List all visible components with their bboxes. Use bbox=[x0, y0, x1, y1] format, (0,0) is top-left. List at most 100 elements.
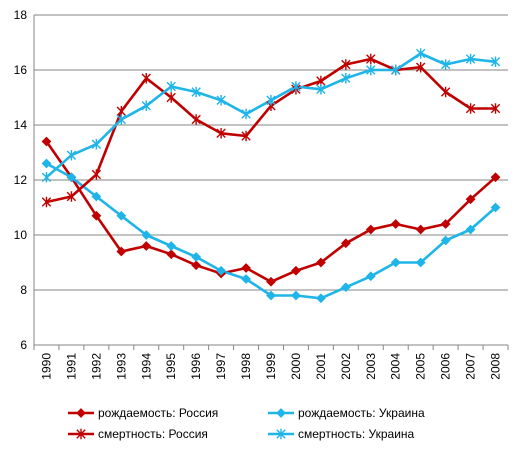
legend-item-1: рождаемость: Россия bbox=[68, 406, 218, 420]
x-tick-label: 2004 bbox=[389, 353, 403, 380]
data-point-series-3 bbox=[440, 86, 451, 98]
x-tick-label: 2002 bbox=[339, 353, 353, 380]
legend-item-2: рождаемость: Украина bbox=[268, 406, 425, 420]
data-point-series-2 bbox=[91, 191, 102, 202]
legend: рождаемость: Россия рождаемость: Украина с… bbox=[68, 406, 425, 441]
x-tick-label: 1994 bbox=[139, 353, 153, 380]
series-markers bbox=[41, 48, 501, 304]
x-tick-label: 2007 bbox=[464, 353, 478, 380]
grid-lines bbox=[34, 14, 508, 346]
data-point-series-1 bbox=[415, 224, 426, 235]
data-point-series-1 bbox=[291, 265, 301, 276]
y-tick-label: 8 bbox=[20, 283, 27, 297]
data-point-series-1 bbox=[241, 263, 251, 273]
data-point-series-4 bbox=[391, 64, 401, 76]
data-point-series-3 bbox=[91, 169, 102, 180]
data-point-series-1 bbox=[166, 249, 177, 260]
data-point-series-1 bbox=[266, 276, 276, 287]
y-axis-tick-labels: 6 8 10 12 14 16 18 bbox=[14, 8, 28, 352]
data-point-series-4 bbox=[490, 56, 501, 67]
data-point-series-4 bbox=[166, 81, 176, 92]
series-line-4 bbox=[45, 52, 496, 179]
data-point-series-4 bbox=[191, 86, 201, 98]
data-point-series-4 bbox=[465, 53, 476, 65]
y-tick-label: 10 bbox=[14, 228, 28, 242]
x-tick-label: 1999 bbox=[264, 353, 278, 380]
legend-marker bbox=[76, 408, 86, 418]
data-point-series-4 bbox=[241, 108, 251, 120]
y-tick-label: 16 bbox=[14, 63, 28, 77]
data-point-series-2 bbox=[415, 257, 426, 268]
data-point-series-1 bbox=[390, 219, 401, 229]
data-point-series-3 bbox=[241, 130, 251, 142]
axes bbox=[33, 15, 509, 350]
series-lines bbox=[45, 52, 497, 300]
legend-marker bbox=[76, 428, 86, 440]
data-point-series-2 bbox=[340, 282, 351, 293]
legend-label: рождаемость: Россия bbox=[98, 406, 218, 420]
data-point-series-3 bbox=[341, 59, 351, 70]
data-point-series-4 bbox=[116, 114, 127, 125]
data-point-series-2 bbox=[266, 290, 276, 301]
x-tick-label: 1993 bbox=[114, 353, 128, 380]
data-point-series-3 bbox=[366, 53, 376, 65]
data-point-series-1 bbox=[141, 241, 152, 251]
data-point-series-1 bbox=[91, 210, 102, 221]
data-point-series-3 bbox=[415, 62, 426, 73]
data-point-series-2 bbox=[191, 252, 202, 262]
data-point-series-2 bbox=[216, 265, 227, 276]
legend-item-3: смертность: Россия bbox=[68, 427, 208, 441]
x-tick-label: 2005 bbox=[414, 353, 428, 380]
data-point-series-3 bbox=[216, 128, 226, 139]
x-tick-label: 2008 bbox=[489, 353, 503, 380]
data-point-series-1 bbox=[191, 260, 202, 271]
data-point-series-1 bbox=[340, 238, 351, 249]
data-point-series-4 bbox=[216, 95, 226, 106]
data-point-series-1 bbox=[365, 224, 376, 235]
data-point-series-2 bbox=[241, 274, 251, 284]
legend-label: смертность: Россия bbox=[98, 427, 208, 441]
data-point-series-4 bbox=[141, 100, 151, 111]
data-point-series-4 bbox=[440, 59, 451, 70]
x-tick-label: 2006 bbox=[439, 353, 453, 380]
legend-marker bbox=[276, 408, 286, 418]
data-point-series-1 bbox=[116, 246, 127, 257]
data-point-series-4 bbox=[341, 73, 351, 84]
data-point-series-4 bbox=[366, 64, 376, 76]
data-point-series-4 bbox=[66, 150, 77, 161]
x-tick-label: 1998 bbox=[239, 353, 253, 380]
data-point-series-2 bbox=[440, 235, 451, 246]
legend-item-4: смертность: Украина bbox=[268, 427, 415, 441]
data-point-series-1 bbox=[315, 257, 326, 268]
y-tick-label: 6 bbox=[20, 338, 27, 352]
data-point-series-4 bbox=[415, 48, 426, 59]
x-tick-label: 1991 bbox=[64, 353, 78, 380]
data-point-series-2 bbox=[66, 172, 77, 183]
x-tick-label: 1990 bbox=[39, 353, 53, 380]
data-point-series-2 bbox=[41, 158, 52, 169]
data-point-series-2 bbox=[365, 271, 376, 282]
data-point-series-2 bbox=[390, 257, 401, 268]
y-tick-label: 18 bbox=[14, 8, 28, 22]
data-point-series-4 bbox=[266, 95, 276, 106]
x-tick-label: 1992 bbox=[89, 353, 103, 380]
x-tick-label: 2003 bbox=[364, 353, 378, 380]
data-point-series-3 bbox=[191, 114, 201, 125]
data-point-series-2 bbox=[490, 202, 501, 213]
y-tick-label: 14 bbox=[14, 118, 28, 132]
legend-marker bbox=[276, 428, 286, 440]
data-point-series-3 bbox=[41, 196, 52, 208]
x-tick-label: 1997 bbox=[214, 353, 228, 380]
data-point-series-1 bbox=[490, 172, 501, 183]
x-axis-tick-labels: 1990 1991 1992 1993 1994 1995 1996 1997 1998 1999… bbox=[39, 353, 502, 380]
legend-label: рождаемость: Украина bbox=[298, 406, 425, 420]
series-line-3 bbox=[46, 57, 496, 204]
legend-label: смертность: Украина bbox=[298, 427, 415, 441]
data-point-series-1 bbox=[465, 194, 476, 205]
data-point-series-2 bbox=[166, 241, 177, 251]
x-tick-label: 2001 bbox=[314, 353, 328, 380]
data-point-series-3 bbox=[66, 191, 77, 202]
data-point-series-2 bbox=[141, 230, 152, 240]
